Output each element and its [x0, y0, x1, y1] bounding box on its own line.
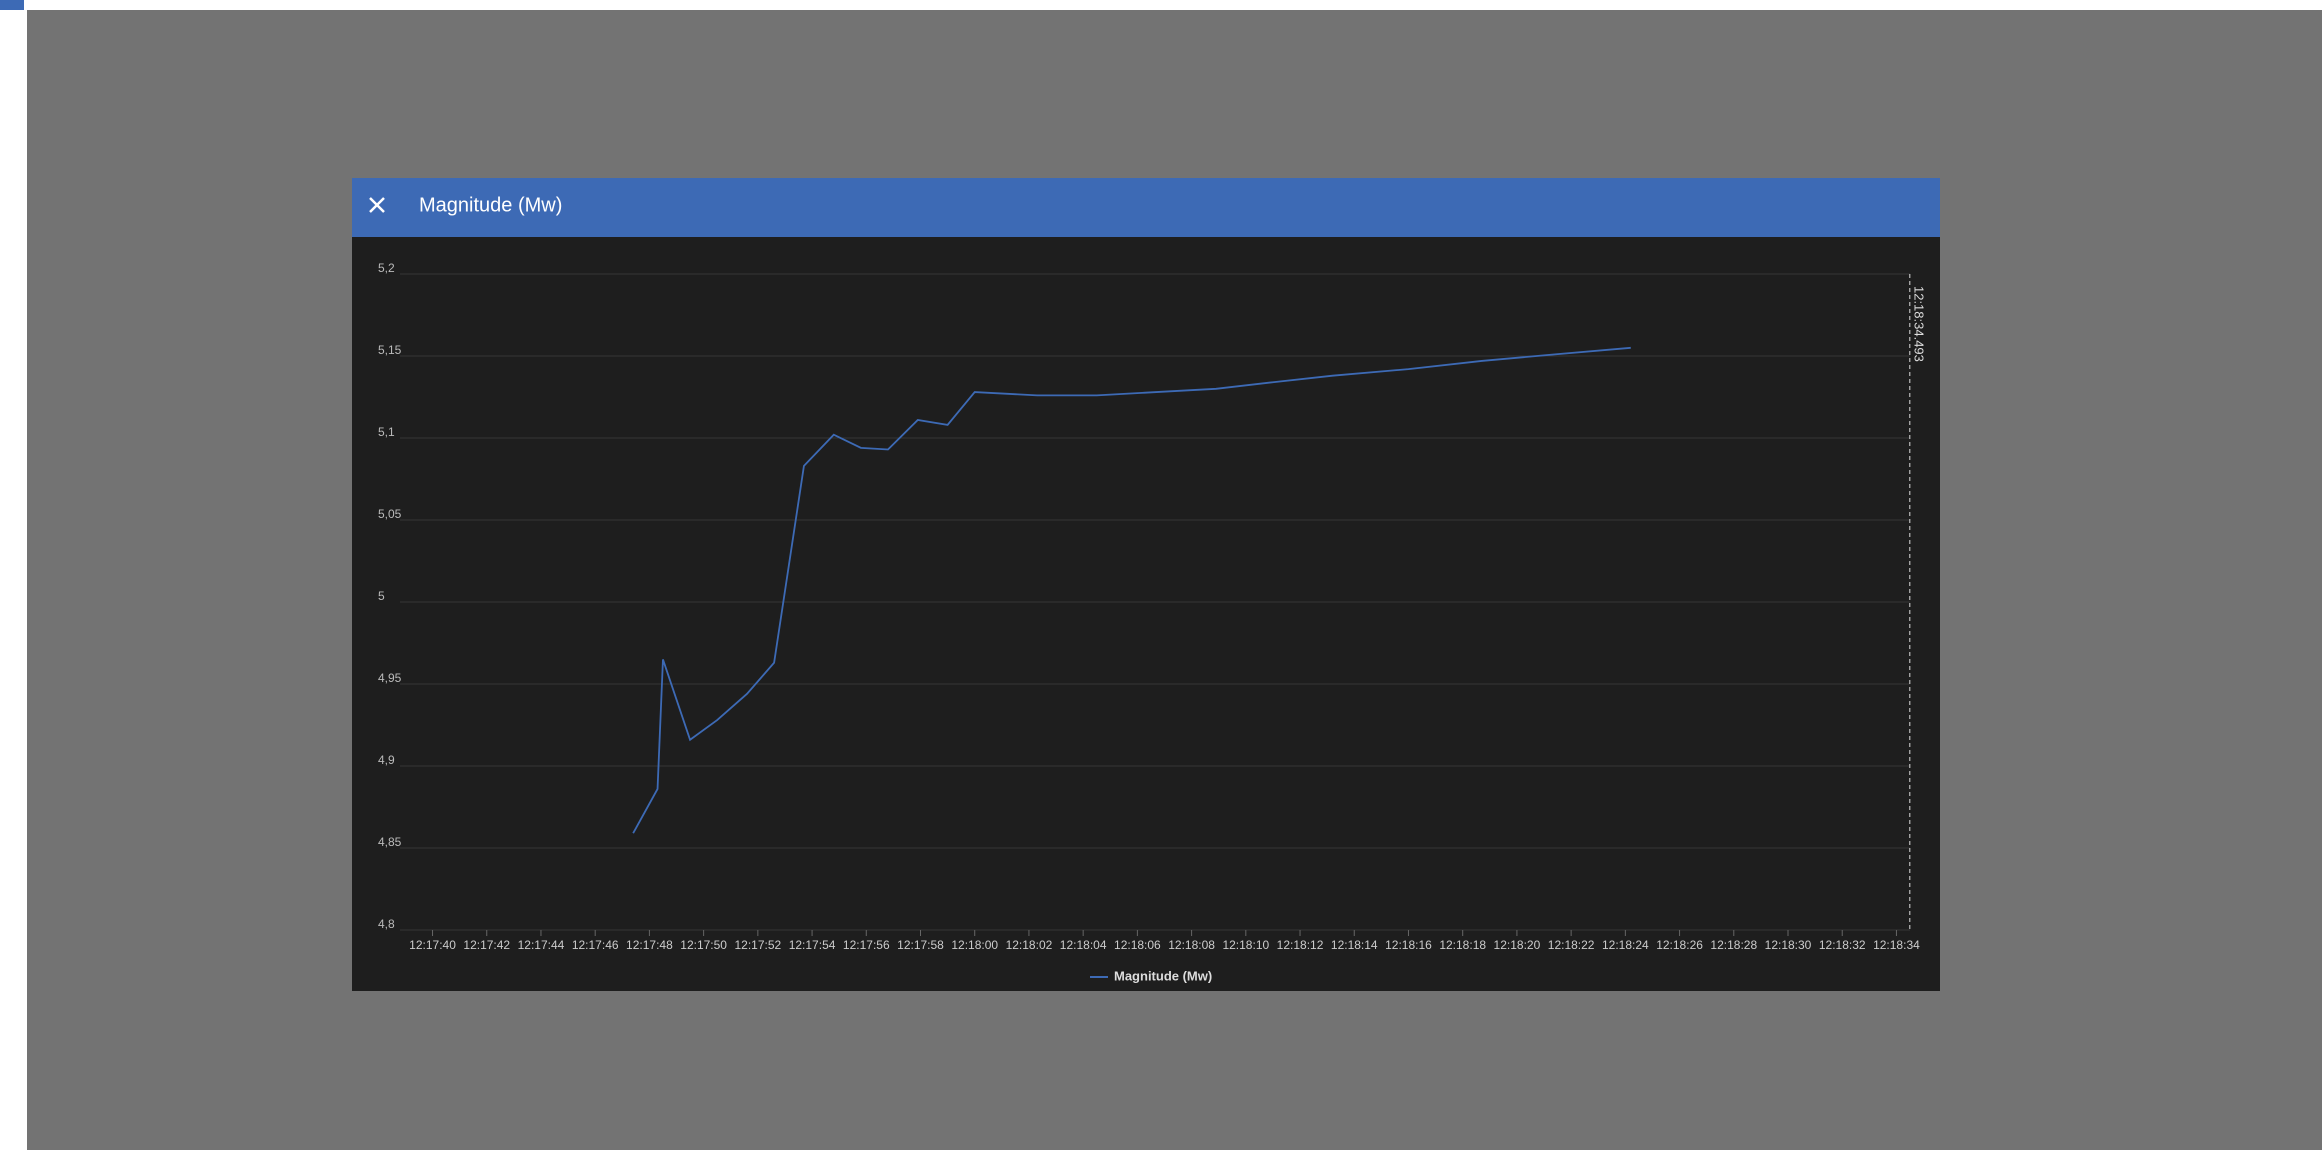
corner-tab	[0, 0, 24, 10]
x-tick-label: 12:18:32	[1819, 938, 1866, 952]
x-tick-label: 12:18:18	[1439, 938, 1486, 952]
x-tick-label: 12:18:30	[1765, 938, 1812, 952]
x-tick-label: 12:18:02	[1006, 938, 1053, 952]
y-tick-label: 5,05	[378, 507, 402, 521]
y-tick-label: 5	[378, 589, 385, 603]
x-tick-label: 12:17:56	[843, 938, 890, 952]
x-tick-label: 12:18:06	[1114, 938, 1161, 952]
y-tick-label: 4,9	[378, 753, 395, 767]
chart-dialog	[352, 178, 1940, 991]
x-tick-label: 12:17:42	[463, 938, 510, 952]
x-tick-label: 12:18:04	[1060, 938, 1107, 952]
x-tick-label: 12:18:00	[951, 938, 998, 952]
y-tick-label: 4,8	[378, 917, 395, 931]
y-tick-label: 4,85	[378, 835, 402, 849]
dialog-header	[352, 178, 1940, 237]
x-tick-label: 12:18:24	[1602, 938, 1649, 952]
cursor-label: 12:18:34.493	[1911, 286, 1926, 362]
x-tick-label: 12:18:28	[1710, 938, 1757, 952]
x-tick-label: 12:17:46	[572, 938, 619, 952]
y-tick-label: 5,1	[378, 425, 395, 439]
x-tick-label: 12:17:44	[518, 938, 565, 952]
y-tick-label: 5,15	[378, 343, 402, 357]
x-tick-label: 12:18:34	[1873, 938, 1920, 952]
x-tick-label: 12:17:50	[680, 938, 727, 952]
x-tick-label: 12:17:48	[626, 938, 673, 952]
x-tick-label: 12:18:10	[1222, 938, 1269, 952]
dialog-title: Magnitude (Mw)	[419, 194, 562, 216]
y-tick-label: 5,2	[378, 261, 395, 275]
x-tick-label: 12:18:14	[1331, 938, 1378, 952]
x-tick-label: 12:18:12	[1277, 938, 1324, 952]
legend-label: Magnitude (Mw)	[1114, 968, 1212, 983]
x-tick-label: 12:18:26	[1656, 938, 1703, 952]
x-tick-label: 12:17:52	[734, 938, 781, 952]
x-tick-label: 12:18:16	[1385, 938, 1432, 952]
x-tick-label: 12:17:40	[409, 938, 456, 952]
x-tick-label: 12:17:54	[789, 938, 836, 952]
x-tick-label: 12:18:20	[1494, 938, 1541, 952]
x-tick-label: 12:18:22	[1548, 938, 1595, 952]
data-line	[632, 346, 1631, 834]
close-button[interactable]	[369, 197, 385, 213]
y-tick-label: 4,95	[378, 671, 402, 685]
x-tick-label: 12:17:58	[897, 938, 944, 952]
x-tick-label: 12:18:08	[1168, 938, 1215, 952]
